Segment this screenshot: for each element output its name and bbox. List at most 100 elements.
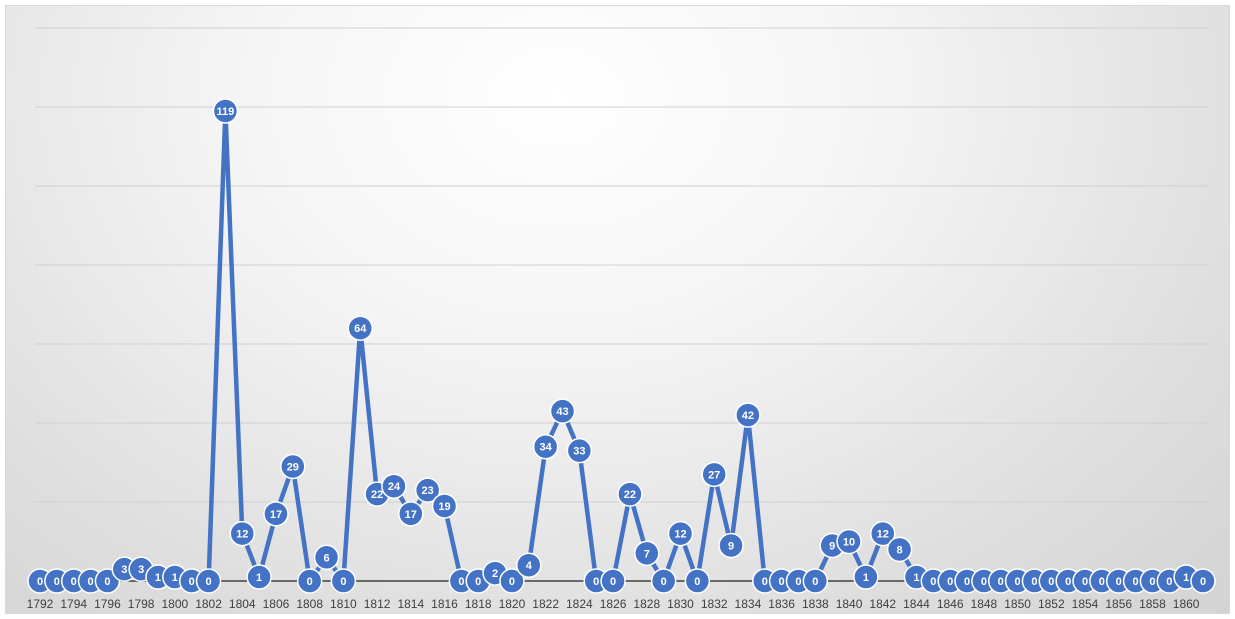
data-point-1810: 0 xyxy=(330,568,357,594)
x-tick-1850: 1850 xyxy=(1004,597,1031,611)
data-point-1834: 42 xyxy=(735,402,761,428)
data-point-1805: 1 xyxy=(246,564,272,590)
data-point-1814: 17 xyxy=(398,501,424,527)
gridlines xyxy=(35,27,1209,503)
data-label-1796: 0 xyxy=(104,576,110,588)
x-tick-1844: 1844 xyxy=(903,597,930,611)
chart-area: 0 0 0 0 0 3 3 1 1 0 0 119 12 1 17 29 0 6 0 64 22 24 17 23 19 0 0 2 0… xyxy=(5,5,1230,614)
marker-1838 xyxy=(802,568,829,594)
data-point-1821: 4 xyxy=(516,552,542,578)
data-label-1844: 1 xyxy=(913,572,919,584)
data-label-1818: 0 xyxy=(475,576,481,588)
marker-1806 xyxy=(263,501,289,527)
data-label-1825: 0 xyxy=(593,576,599,588)
data-label-1819: 2 xyxy=(492,568,498,580)
series-polyline xyxy=(37,108,1206,584)
data-point-1826: 0 xyxy=(600,568,626,594)
data-label-1816: 19 xyxy=(438,501,450,513)
data-label-1847: 0 xyxy=(964,576,970,588)
x-tick-1860: 1860 xyxy=(1173,597,1200,611)
marker-1831 xyxy=(684,568,711,594)
marker-1813 xyxy=(381,473,407,499)
data-label-1800: 1 xyxy=(172,572,178,584)
data-point-1842: 12 xyxy=(870,520,896,547)
data-label-1849: 0 xyxy=(998,576,1004,588)
data-label-1792: 0 xyxy=(37,576,43,588)
x-tick-1802: 1802 xyxy=(195,597,222,611)
data-label-1848: 0 xyxy=(981,576,987,588)
marker-1809 xyxy=(313,544,340,571)
marker-1842 xyxy=(870,520,896,547)
marker-1841 xyxy=(853,564,879,590)
x-tick-1804: 1804 xyxy=(229,597,256,611)
data-label-1805: 1 xyxy=(256,572,262,584)
x-tick-1822: 1822 xyxy=(532,597,559,611)
marker-1840 xyxy=(836,528,862,555)
marker-1861 xyxy=(1190,568,1216,594)
data-label-1842: 12 xyxy=(877,529,889,541)
series-line xyxy=(37,108,1206,584)
data-label-1837: 0 xyxy=(795,576,801,588)
x-tick-1810: 1810 xyxy=(330,597,357,611)
data-label-1802: 0 xyxy=(205,576,211,588)
data-point-1813: 24 xyxy=(381,473,407,499)
x-tick-1856: 1856 xyxy=(1105,597,1132,611)
data-point-1816: 19 xyxy=(431,493,458,519)
marker-1810 xyxy=(330,568,357,594)
x-tick-1812: 1812 xyxy=(364,597,391,611)
data-point-1833: 9 xyxy=(718,532,744,559)
marker-1824 xyxy=(566,437,593,464)
data-point-1832: 27 xyxy=(701,461,727,488)
data-point-1823: 43 xyxy=(549,398,576,424)
data-label-1861: 0 xyxy=(1200,576,1206,588)
marker-1816 xyxy=(431,493,458,519)
x-tick-1796: 1796 xyxy=(94,597,121,611)
x-tick-1854: 1854 xyxy=(1072,597,1099,611)
data-point-1808: 0 xyxy=(296,568,323,594)
data-label-1850: 0 xyxy=(1015,576,1021,588)
data-label-1804: 12 xyxy=(236,529,248,541)
data-label-1813: 24 xyxy=(388,481,401,493)
x-tick-1794: 1794 xyxy=(60,597,87,611)
data-point-1838: 0 xyxy=(802,568,829,594)
data-label-1812: 22 xyxy=(371,489,383,501)
data-point-1822: 34 xyxy=(532,433,559,460)
x-tick-1840: 1840 xyxy=(836,597,863,611)
data-label-1823: 43 xyxy=(556,406,568,418)
x-tick-1798: 1798 xyxy=(128,597,155,611)
x-tick-1858: 1858 xyxy=(1139,597,1166,611)
marker-1815 xyxy=(414,477,441,503)
x-tick-1830: 1830 xyxy=(667,597,694,611)
data-point-1807: 29 xyxy=(280,453,306,480)
data-label-1811: 64 xyxy=(354,323,367,335)
data-label-1817: 0 xyxy=(458,576,464,588)
marker-1829 xyxy=(650,568,677,594)
data-point-1815: 23 xyxy=(414,477,441,503)
x-tick-1832: 1832 xyxy=(701,597,728,611)
data-point-1809: 6 xyxy=(313,544,340,571)
x-tick-1828: 1828 xyxy=(633,597,660,611)
marker-1804 xyxy=(229,520,256,547)
marker-1833 xyxy=(718,532,744,559)
data-label-1840: 10 xyxy=(843,537,855,549)
x-tick-1800: 1800 xyxy=(161,597,188,611)
x-tick-1806: 1806 xyxy=(263,597,290,611)
x-tick-1834: 1834 xyxy=(735,597,762,611)
data-point-1841: 1 xyxy=(853,564,879,590)
data-point-1824: 33 xyxy=(566,437,593,464)
data-label-1856: 0 xyxy=(1116,576,1122,588)
marker-1832 xyxy=(701,461,727,488)
marker-1807 xyxy=(280,453,306,480)
data-label-1831: 0 xyxy=(694,576,700,588)
data-label-1846: 0 xyxy=(947,576,953,588)
data-label-1835: 0 xyxy=(762,576,768,588)
data-label-1809: 6 xyxy=(323,552,329,564)
x-tick-1818: 1818 xyxy=(465,597,492,611)
data-label-1858: 0 xyxy=(1149,576,1155,588)
marker-1821 xyxy=(516,552,542,578)
data-point-1811: 64 xyxy=(347,315,373,341)
data-label-1793: 0 xyxy=(54,576,60,588)
data-label-1836: 0 xyxy=(779,576,785,588)
marker-1823 xyxy=(549,398,576,424)
